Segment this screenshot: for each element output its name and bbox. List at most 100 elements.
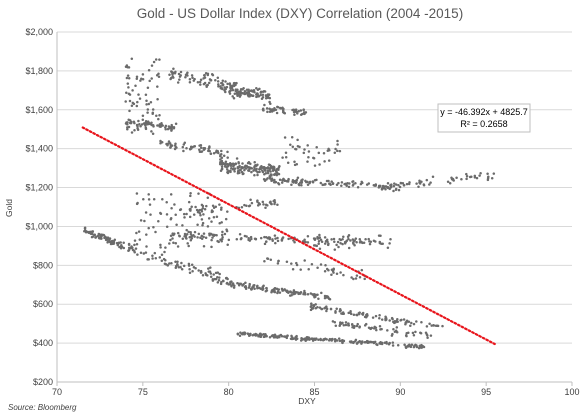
scatter-point — [365, 313, 368, 317]
scatter-point — [168, 262, 171, 265]
scatter-point — [397, 188, 401, 192]
scatter-point — [286, 161, 290, 164]
scatter-point — [253, 237, 257, 241]
scatter-point — [296, 138, 299, 142]
scatter-point — [148, 203, 152, 206]
scatter-point — [207, 81, 211, 85]
scatter-point — [250, 90, 254, 93]
scatter-point — [169, 238, 172, 242]
scatter-point — [263, 235, 266, 239]
scatter-point — [127, 118, 130, 121]
scatter-point — [234, 88, 238, 91]
scatter-point — [325, 309, 328, 313]
scatter-point — [179, 266, 182, 269]
scatter-point — [486, 172, 489, 176]
scatter-point — [248, 204, 252, 207]
x-axis-label: DXY — [298, 396, 316, 406]
scatter-point — [344, 321, 348, 324]
scatter-point — [159, 246, 162, 249]
scatter-point — [144, 93, 148, 97]
scatter-point — [243, 168, 246, 172]
scatter-point — [391, 317, 394, 321]
scatter-point — [207, 217, 211, 220]
scatter-point — [389, 238, 392, 241]
scatter-point — [186, 242, 189, 245]
scatter-point — [226, 171, 230, 175]
scatter-point — [337, 245, 340, 249]
scatter-point — [261, 93, 265, 96]
scatter-point — [273, 173, 276, 176]
scatter-point — [137, 93, 140, 96]
scatter-point — [188, 77, 192, 81]
scatter-point — [183, 234, 186, 238]
scatter-point — [193, 145, 197, 148]
scatter-point — [331, 338, 334, 341]
y-tick-label: $200 — [33, 377, 53, 387]
scatter-point — [412, 334, 416, 337]
scatter-point — [465, 172, 468, 176]
scatter-point — [154, 256, 158, 260]
scatter-point — [181, 145, 185, 149]
scatter-point — [446, 180, 450, 183]
scatter-point — [233, 92, 237, 95]
scatter-point — [359, 182, 363, 186]
scatter-point — [490, 176, 494, 180]
scatter-point — [303, 338, 307, 341]
scatter-point — [378, 314, 381, 317]
scatter-point — [324, 264, 327, 267]
scatter-point — [136, 201, 139, 205]
scatter-point — [404, 345, 408, 349]
y-axis-label: Gold — [4, 199, 14, 217]
scatter-point — [221, 230, 224, 234]
scatter-point — [334, 324, 338, 327]
scatter-point — [304, 240, 307, 244]
scatter-point — [230, 86, 234, 90]
scatter-point — [334, 147, 337, 151]
scatter-point — [486, 178, 490, 182]
scatter-point — [367, 237, 370, 241]
scatter-point — [261, 170, 265, 174]
scatter-point — [349, 239, 352, 242]
scatter-point — [287, 177, 290, 181]
scatter-point — [289, 143, 292, 147]
scatter-point — [293, 113, 296, 116]
scatter-point — [319, 181, 323, 185]
scatter-point — [391, 341, 395, 344]
scatter-point — [465, 177, 468, 181]
scatter-point — [302, 111, 306, 114]
scatter-point — [268, 167, 272, 170]
scatter-point — [184, 75, 187, 79]
scatter-point — [174, 264, 178, 268]
scatter-point — [255, 164, 258, 168]
scatter-point — [146, 108, 150, 111]
scatter-point — [151, 132, 155, 136]
scatter-point — [236, 94, 239, 98]
scatter-point — [263, 90, 267, 93]
scatter-point — [299, 268, 302, 271]
scatter-point — [144, 211, 148, 214]
scatter-point — [211, 279, 215, 282]
scatter-point — [151, 124, 155, 127]
scatter-point — [167, 140, 171, 143]
scatter-point — [176, 245, 180, 248]
scatter-point — [214, 79, 217, 82]
scatter-point — [335, 272, 339, 276]
scatter-point — [355, 313, 358, 317]
scatter-point — [315, 244, 319, 248]
scatter-point — [235, 238, 239, 241]
scatter-point — [303, 289, 306, 293]
scatter-point — [170, 125, 174, 129]
y-tick-label: $600 — [33, 299, 53, 309]
scatter-point — [199, 146, 203, 150]
scatter-point — [428, 183, 431, 186]
scatter-point — [175, 146, 178, 149]
scatter-point — [92, 235, 95, 238]
scatter-point — [280, 181, 284, 184]
scatter-point — [250, 237, 253, 241]
scatter-point — [392, 327, 395, 331]
scatter-point — [101, 233, 105, 237]
scatter-point — [247, 334, 251, 337]
scatter-point — [88, 230, 91, 234]
scatter-point — [128, 99, 132, 103]
scatter-point — [276, 203, 279, 207]
